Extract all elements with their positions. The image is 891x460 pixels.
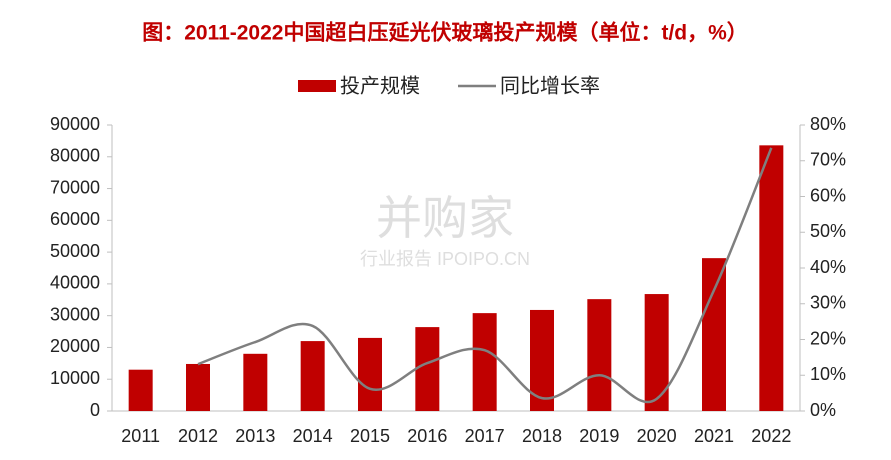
x-tick-label: 2014 <box>293 426 333 446</box>
y2-tick-label: 20% <box>810 328 846 348</box>
legend-label: 同比增长率 <box>500 74 600 97</box>
y2-tick-label: 60% <box>810 185 846 205</box>
y-tick-label: 60000 <box>50 209 100 229</box>
bar <box>243 353 268 411</box>
y-tick-label: 50000 <box>50 241 100 261</box>
x-tick-label: 2016 <box>407 426 447 446</box>
bar <box>702 258 726 411</box>
y-tick-label: 10000 <box>50 368 100 388</box>
x-tick-label: 2019 <box>579 426 619 446</box>
x-tick-label: 2015 <box>350 426 390 446</box>
x-tick-label: 2012 <box>178 426 218 446</box>
y2-tick-label: 50% <box>810 221 846 241</box>
watermark-sub: 行业报告 IPOIPO.CN <box>360 249 530 269</box>
watermark: 并购家 <box>376 192 514 244</box>
y-tick-label: 0 <box>90 400 100 420</box>
bar <box>530 309 554 411</box>
x-tick-label: 2013 <box>235 426 275 446</box>
y-tick-label: 20000 <box>50 336 100 356</box>
y-tick-label: 90000 <box>50 114 100 134</box>
y-tick-label: 40000 <box>50 273 100 293</box>
bar <box>358 337 382 411</box>
chart-title: 图：2011-2022中国超白压延光伏玻璃投产规模（单位：t/d，%） <box>142 21 748 45</box>
bar <box>186 363 210 411</box>
bar <box>472 313 497 411</box>
x-tick-label: 2017 <box>465 426 505 446</box>
y2-tick-label: 80% <box>810 114 846 134</box>
x-tick-label: 2020 <box>637 426 677 446</box>
bar <box>587 299 612 411</box>
x-tick-label: 2018 <box>522 426 562 446</box>
y-tick-label: 30000 <box>50 304 100 324</box>
y2-tick-label: 70% <box>810 150 846 170</box>
y2-tick-label: 0% <box>810 400 836 420</box>
legend-label: 投产规模 <box>340 74 420 97</box>
y2-tick-label: 40% <box>810 257 846 277</box>
y-tick-label: 80000 <box>50 146 100 166</box>
bar <box>128 369 153 411</box>
bar <box>759 145 784 412</box>
y2-tick-label: 10% <box>810 364 846 384</box>
y-tick-label: 70000 <box>50 177 100 197</box>
y2-tick-label: 30% <box>810 293 846 313</box>
x-tick-label: 2021 <box>694 426 734 446</box>
line <box>197 147 773 404</box>
legend-swatch <box>298 80 336 92</box>
bar <box>644 294 669 411</box>
x-tick-label: 2022 <box>751 426 791 446</box>
bar <box>415 327 440 411</box>
x-tick-label: 2011 <box>121 426 160 446</box>
bar <box>300 341 325 411</box>
